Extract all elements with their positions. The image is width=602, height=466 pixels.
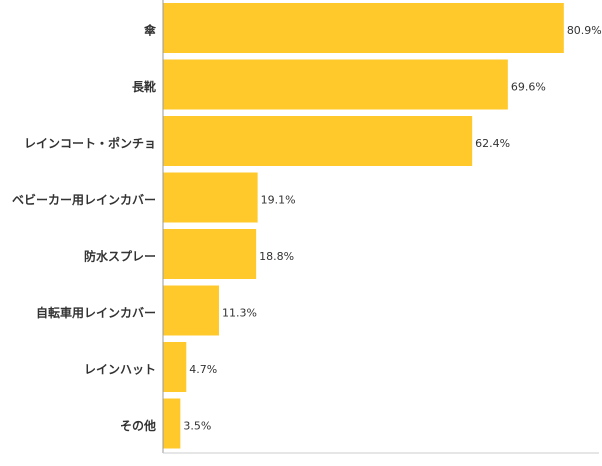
category-label: レインコート・ポンチョ: [24, 136, 156, 151]
value-label: 4.7%: [189, 363, 217, 376]
category-label: 防水スプレー: [84, 249, 156, 264]
value-label: 80.9%: [567, 24, 602, 37]
bar: [163, 172, 258, 223]
bar: [163, 342, 187, 392]
value-label: 62.4%: [475, 137, 510, 150]
category-label: レインハット: [84, 363, 156, 377]
bar: [163, 59, 508, 110]
value-label: 69.6%: [511, 81, 546, 94]
bar: [163, 3, 564, 53]
category-label: 長靴: [132, 79, 156, 94]
category-label: 傘: [144, 23, 157, 38]
bar: [163, 229, 257, 279]
bar: [163, 116, 473, 166]
value-label: 3.5%: [183, 420, 211, 433]
category-label: その他: [120, 418, 156, 433]
category-label: 自転車用レインカバー: [36, 305, 156, 320]
value-label: 19.1%: [261, 194, 296, 207]
value-label: 18.8%: [259, 250, 294, 263]
bar: [163, 285, 219, 336]
value-label: 11.3%: [222, 307, 257, 320]
bar: [163, 398, 181, 449]
category-label: ベビーカー用レインカバー: [12, 192, 156, 207]
